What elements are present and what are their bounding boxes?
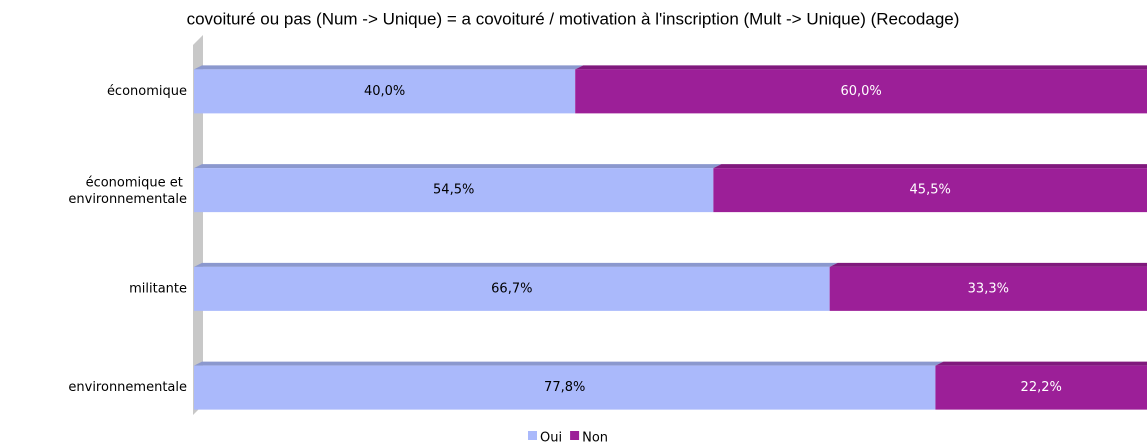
bar-top bbox=[935, 361, 1147, 366]
chart-title: covoituré ou pas (Num -> Unique) = a cov… bbox=[187, 9, 960, 28]
value-label: 77,8% bbox=[544, 380, 585, 395]
value-label: 40,0% bbox=[364, 84, 405, 99]
value-label: 33,3% bbox=[968, 281, 1009, 296]
bar bbox=[194, 266, 830, 311]
y-tick-label: économique et environnementale bbox=[68, 175, 187, 207]
bar bbox=[194, 168, 714, 213]
y-tick-label: militante bbox=[129, 281, 187, 296]
y-tick-label: environnementale bbox=[68, 380, 187, 395]
bar-top bbox=[194, 164, 722, 169]
bar bbox=[575, 69, 1147, 114]
legend-label: Oui bbox=[540, 431, 562, 446]
axis-wall bbox=[193, 35, 203, 415]
y-tick-label: économique bbox=[107, 84, 187, 99]
bar-top bbox=[194, 262, 838, 267]
bar bbox=[829, 266, 1147, 311]
bar-top bbox=[194, 361, 944, 366]
value-label: 66,7% bbox=[491, 281, 532, 296]
value-label: 54,5% bbox=[433, 183, 474, 198]
bar bbox=[194, 365, 936, 410]
bar bbox=[194, 69, 576, 114]
bar-top bbox=[713, 164, 1147, 169]
legend-swatch bbox=[528, 431, 537, 440]
bar bbox=[935, 365, 1147, 410]
legend-label: Non bbox=[582, 431, 608, 446]
bar-top bbox=[829, 262, 1147, 267]
value-label: 60,0% bbox=[840, 84, 881, 99]
bar-top bbox=[194, 65, 584, 70]
bar bbox=[713, 168, 1147, 213]
value-label: 22,2% bbox=[1021, 380, 1062, 395]
legend-swatch bbox=[570, 431, 580, 440]
value-label: 45,5% bbox=[910, 183, 951, 198]
bar-top bbox=[575, 65, 1147, 70]
